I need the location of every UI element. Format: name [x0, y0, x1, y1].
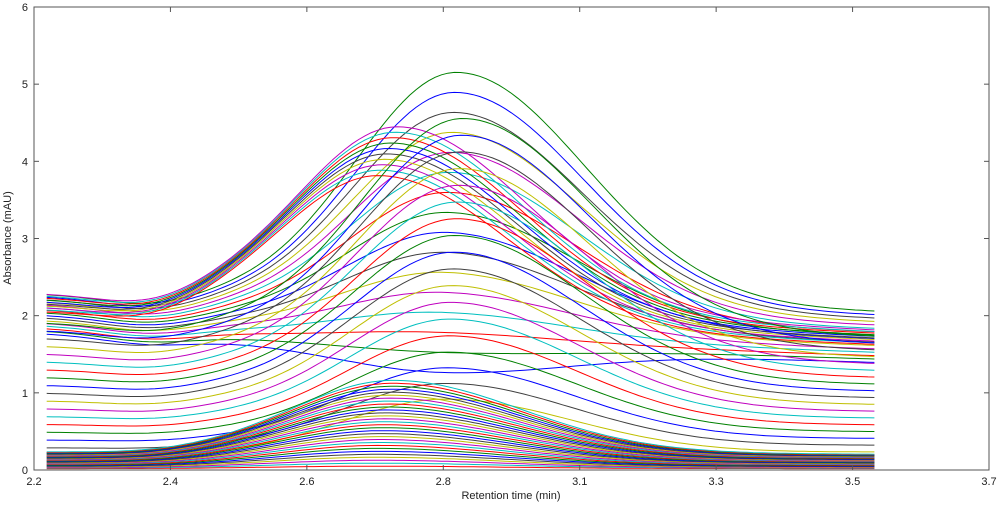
x-tick-label: 2.2 — [26, 476, 41, 488]
series-line — [46, 400, 875, 459]
series-line — [46, 388, 875, 457]
series-line — [46, 418, 875, 462]
series-line — [46, 351, 875, 434]
series-line — [46, 111, 875, 319]
series-line — [46, 406, 875, 460]
series-line — [46, 318, 875, 420]
series-line — [46, 285, 875, 405]
series-line — [46, 201, 875, 371]
series-line — [46, 415, 875, 461]
series-line — [46, 153, 875, 339]
series-line — [46, 397, 875, 458]
x-axis-title: Retention time (min) — [461, 490, 560, 502]
series-line — [46, 442, 875, 466]
series-line — [46, 184, 875, 364]
series-line — [46, 131, 875, 332]
series-line — [46, 234, 875, 385]
y-tick-label: 4 — [22, 156, 28, 168]
series-line — [46, 168, 875, 358]
series-line — [46, 439, 875, 465]
series-line — [46, 385, 875, 456]
x-tick-label: 2.6 — [299, 476, 314, 488]
y-axis: 0 1 2 3 4 5 6 — [22, 2, 989, 477]
series-line — [46, 142, 875, 336]
series-line — [46, 394, 875, 458]
series-line — [46, 427, 875, 463]
series-line — [46, 271, 875, 346]
series-line — [46, 301, 875, 412]
series-line — [46, 367, 875, 442]
series-line — [46, 291, 875, 350]
series-line — [46, 164, 875, 342]
series-line — [46, 450, 875, 467]
series-line — [46, 169, 875, 344]
y-tick-label: 0 — [22, 465, 28, 477]
curves-group — [46, 71, 875, 470]
series-line — [46, 382, 875, 456]
series-line — [46, 126, 875, 331]
series-line — [46, 409, 875, 460]
series-line — [46, 436, 875, 465]
series-line — [46, 391, 875, 457]
x-tick-label: 3.3 — [708, 476, 723, 488]
series-line — [46, 430, 875, 464]
series-line — [46, 175, 875, 345]
series-line — [46, 147, 875, 337]
series-line — [46, 328, 875, 357]
series-line — [46, 137, 875, 334]
plot-area — [33, 6, 990, 471]
series-line — [46, 134, 875, 344]
series-line — [46, 462, 875, 469]
x-tick-label: 2.8 — [436, 476, 451, 488]
series-line — [46, 268, 875, 398]
x-tick-label: 3.7 — [981, 476, 996, 488]
x-tick-label: 3.1 — [572, 476, 587, 488]
y-tick-label: 6 — [22, 2, 28, 14]
y-tick-label: 3 — [22, 234, 28, 246]
series-line — [46, 211, 875, 336]
series-line — [46, 333, 875, 374]
series-line — [46, 447, 875, 467]
series-line — [46, 421, 875, 462]
series-line — [46, 456, 875, 468]
x-axis: 2.2 2.4 2.6 2.8 3.1 3.3 3.5 3.7 — [26, 7, 997, 488]
series-line — [46, 453, 875, 468]
y-tick-label: 2 — [22, 311, 28, 323]
series-line — [46, 251, 875, 392]
series-line — [46, 117, 875, 337]
series-line — [46, 335, 875, 427]
series-line — [46, 231, 875, 340]
series-line — [46, 424, 875, 463]
series-line — [46, 131, 875, 322]
y-tick-label: 5 — [22, 79, 28, 91]
y-tick-label: 1 — [22, 388, 28, 400]
x-tick-label: 3.5 — [845, 476, 860, 488]
series-line — [46, 459, 875, 469]
series-line — [46, 379, 875, 455]
series-line — [46, 151, 875, 351]
series-line — [46, 403, 875, 459]
series-line — [46, 412, 875, 461]
y-axis-title: Absorbance (mAU) — [2, 191, 14, 285]
series-line — [46, 151, 875, 326]
series-line — [46, 218, 875, 378]
series-line — [46, 444, 875, 466]
x-tick-label: 2.4 — [163, 476, 178, 488]
series-line — [46, 433, 875, 464]
